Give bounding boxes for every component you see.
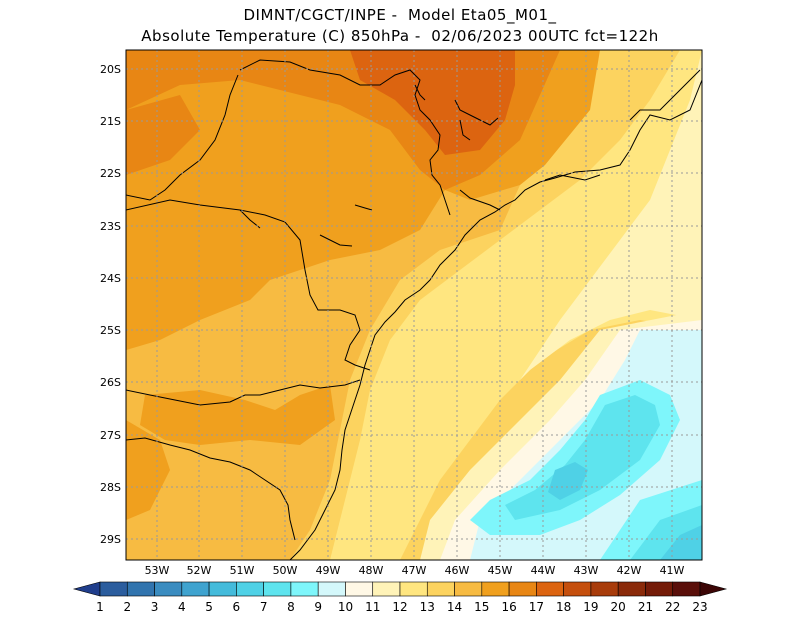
chart-title-line-1: DIMNT/CGCT/INPE - Model Eta05_M01_ <box>243 6 557 24</box>
colorbar-arrow-low <box>72 581 101 597</box>
longitude-axis: 53W 52W 51W 50W 49W 48W 47W 46W 45W 44W … <box>145 564 685 577</box>
colorbar-segment <box>372 581 401 597</box>
map-grid <box>126 50 702 560</box>
chart-title-line-2: Absolute Temperature (C) 850hPa - 02/06/… <box>141 27 659 45</box>
lon-label: 47W <box>402 564 427 577</box>
lon-label: 49W <box>316 564 341 577</box>
lon-label: 46W <box>445 564 470 577</box>
colorbar-label: 19 <box>583 600 598 614</box>
lon-label: 41W <box>660 564 685 577</box>
colorbar-label: 9 <box>314 600 322 614</box>
lakes <box>319 84 499 247</box>
colorbar-segment <box>508 581 537 597</box>
colorbar-segment <box>563 581 592 597</box>
lat-label: 23S <box>100 220 121 233</box>
colorbar-label: 20 <box>611 600 626 614</box>
lat-label: 27S <box>100 429 121 442</box>
colorbar-segment <box>617 581 646 597</box>
colorbar-arrow-high <box>699 581 728 597</box>
lat-label: 20S <box>100 63 121 76</box>
colorbar-label: 7 <box>260 600 268 614</box>
lon-label: 48W <box>359 564 384 577</box>
colorbar-segment <box>208 581 237 597</box>
lon-label: 51W <box>230 564 255 577</box>
colorbar-segment <box>454 581 483 597</box>
colorbar-label: 21 <box>638 600 653 614</box>
colorbar-label: 15 <box>474 600 489 614</box>
lat-label: 29S <box>100 533 121 546</box>
colorbar-label: 4 <box>178 600 186 614</box>
colorbar-label: 23 <box>692 600 707 614</box>
colorbar-label: 2 <box>123 600 131 614</box>
lon-label: 50W <box>273 564 298 577</box>
lat-label: 26S <box>100 376 121 389</box>
colorbar-segment <box>399 581 428 597</box>
colorbar-label: 6 <box>233 600 241 614</box>
colorbar-segment <box>536 581 564 597</box>
colorbar: 1 2 3 4 5 6 7 8 9 10 11 12 13 14 15 16 17 18 19 20 21 22 23 <box>72 581 728 614</box>
political-borders <box>126 59 702 560</box>
colorbar-label: 22 <box>665 600 680 614</box>
colorbar-segment <box>590 581 619 597</box>
lon-label: 42W <box>617 564 642 577</box>
colorbar-label: 11 <box>365 600 380 614</box>
lon-label: 53W <box>145 564 170 577</box>
colorbar-segment <box>126 581 155 597</box>
lat-label: 25S <box>100 324 121 337</box>
colorbar-segment <box>317 581 346 597</box>
lat-label: 22S <box>100 167 121 180</box>
temperature-field <box>126 50 702 560</box>
lon-label: 52W <box>187 564 212 577</box>
colorbar-label: 12 <box>392 600 407 614</box>
lon-label: 44W <box>531 564 556 577</box>
colorbar-segment <box>236 581 264 597</box>
colorbar-segment <box>154 581 183 597</box>
colorbar-segment <box>181 581 210 597</box>
colorbar-label: 13 <box>420 600 435 614</box>
latitude-axis: 20S 21S 22S 23S 24S 25S 26S 27S 28S 29S <box>100 63 121 546</box>
colorbar-segment <box>99 581 128 597</box>
colorbar-label: 10 <box>338 600 353 614</box>
lon-label: 43W <box>574 564 599 577</box>
colorbar-segment <box>645 581 674 597</box>
colorbar-label: 17 <box>529 600 544 614</box>
colorbar-label: 18 <box>556 600 571 614</box>
colorbar-segment <box>481 581 510 597</box>
colorbar-segment <box>263 581 292 597</box>
colorbar-label: 3 <box>151 600 159 614</box>
colorbar-label: 5 <box>205 600 213 614</box>
colorbar-label: 1 <box>96 600 104 614</box>
colorbar-label: 16 <box>501 600 516 614</box>
colorbar-segment <box>290 581 319 597</box>
map-frame <box>125 49 703 561</box>
colorbar-segment <box>426 581 455 597</box>
colorbar-label: 8 <box>287 600 295 614</box>
lat-label: 24S <box>100 272 121 285</box>
colorbar-segment <box>672 581 701 597</box>
lat-label: 21S <box>100 115 121 128</box>
lat-label: 28S <box>100 481 121 494</box>
lon-label: 45W <box>488 564 513 577</box>
colorbar-segment <box>345 581 374 597</box>
colorbar-label: 14 <box>447 600 462 614</box>
